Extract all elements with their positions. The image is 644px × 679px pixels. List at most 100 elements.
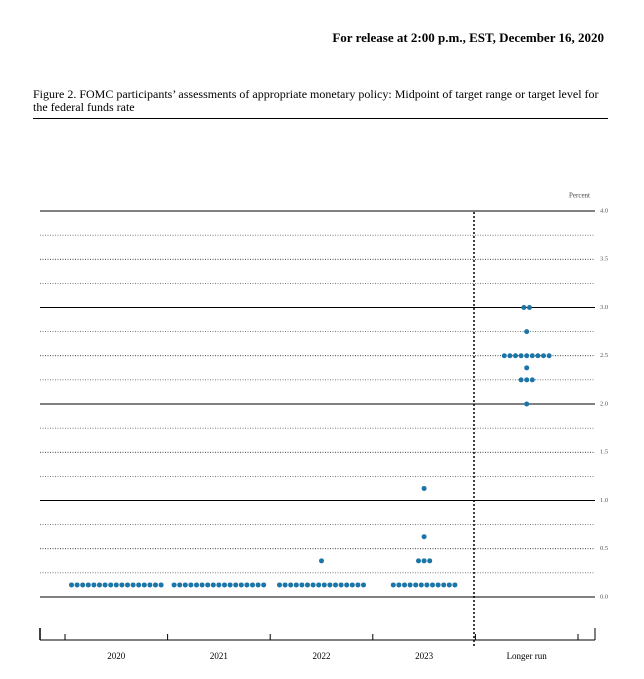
dot <box>507 353 513 359</box>
dot <box>344 582 350 588</box>
dot <box>407 582 413 588</box>
dot <box>250 582 255 588</box>
dot <box>361 582 366 588</box>
chart-title: Figure 2. FOMC participants’ assessments… <box>33 88 608 119</box>
dot <box>521 305 527 310</box>
dot <box>293 582 299 588</box>
dot <box>501 353 507 359</box>
dot <box>518 353 524 359</box>
dot <box>333 582 338 588</box>
dot <box>80 582 86 588</box>
dot <box>529 377 535 383</box>
dot <box>441 582 447 588</box>
dot <box>529 353 535 359</box>
dot <box>321 582 327 588</box>
dot <box>125 582 130 588</box>
dot <box>69 582 74 588</box>
dot <box>194 582 199 588</box>
dot <box>97 582 102 588</box>
dot <box>91 582 97 588</box>
dot <box>435 582 441 588</box>
release-note: For release at 2:00 p.m., EST, December … <box>332 30 604 45</box>
dot <box>390 582 396 588</box>
dot <box>416 558 421 564</box>
dot <box>535 353 541 359</box>
dot <box>427 558 433 564</box>
dot <box>153 582 158 588</box>
dot <box>233 582 239 588</box>
y-tick-label: 1.5 <box>600 449 608 456</box>
y-tick-label: 3.5 <box>600 256 608 263</box>
dot <box>182 582 188 588</box>
dot <box>349 582 355 588</box>
x-tick-label: 2020 <box>107 651 126 661</box>
dot <box>282 582 288 588</box>
dot <box>513 353 518 359</box>
dot <box>546 353 552 359</box>
dot <box>524 365 530 371</box>
dot <box>108 582 114 588</box>
dot <box>430 582 435 588</box>
dot <box>518 377 524 383</box>
dot <box>277 582 282 588</box>
dot <box>319 558 324 564</box>
dot <box>421 558 427 564</box>
dot <box>188 582 194 588</box>
dot <box>396 582 402 588</box>
dot <box>177 582 183 588</box>
dot <box>136 582 142 588</box>
dot <box>402 582 407 588</box>
dot <box>85 582 91 588</box>
y-tick-label: 1.0 <box>600 497 608 504</box>
dot <box>141 582 147 588</box>
dot <box>524 329 530 335</box>
dot <box>205 582 211 588</box>
x-tick-label: 2021 <box>210 651 228 661</box>
dot <box>299 582 305 588</box>
dot <box>210 582 216 588</box>
dot <box>74 582 80 588</box>
dot <box>119 582 125 588</box>
y-tick-label: 4.0 <box>600 207 608 214</box>
dot <box>261 582 267 588</box>
dot <box>541 353 546 359</box>
dot <box>327 582 333 588</box>
x-tick-label: 2023 <box>415 651 434 661</box>
dot <box>227 582 233 588</box>
dot <box>305 582 310 588</box>
x-tick-label: 2022 <box>313 651 331 661</box>
dot <box>102 582 108 588</box>
dot <box>524 401 530 407</box>
dot <box>113 582 119 588</box>
dot <box>244 582 250 588</box>
y-axis-label: Percent <box>569 192 590 200</box>
dot <box>255 582 261 588</box>
dot <box>316 582 322 588</box>
dot <box>171 582 177 588</box>
dot <box>424 582 430 588</box>
dot <box>355 582 361 588</box>
y-tick-label: 2.5 <box>600 352 608 359</box>
dot <box>310 582 316 588</box>
dot <box>199 582 205 588</box>
dot <box>452 582 458 588</box>
dot <box>418 582 424 588</box>
dot <box>446 582 452 588</box>
dot <box>527 305 532 310</box>
dot <box>524 377 530 383</box>
dot <box>421 485 427 491</box>
dot <box>524 353 530 359</box>
dot <box>338 582 344 588</box>
dot <box>130 582 136 588</box>
dot <box>222 582 227 588</box>
y-tick-label: 3.0 <box>600 304 608 311</box>
x-tick-label: Longer run <box>507 651 548 661</box>
y-tick-label: 0.0 <box>600 593 608 600</box>
dot <box>421 534 427 540</box>
dot <box>413 582 419 588</box>
dot <box>288 582 294 588</box>
y-tick-label: 0.5 <box>600 545 608 552</box>
dot <box>238 582 244 588</box>
